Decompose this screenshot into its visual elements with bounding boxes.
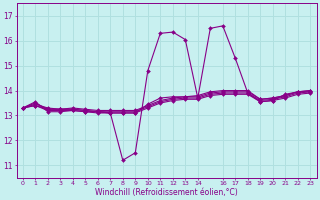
X-axis label: Windchill (Refroidissement éolien,°C): Windchill (Refroidissement éolien,°C) bbox=[95, 188, 238, 197]
